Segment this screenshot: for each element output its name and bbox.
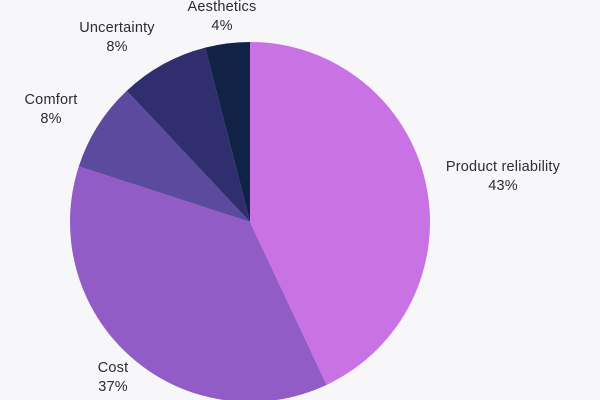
pie-slice-cost — [70, 166, 327, 400]
pie-slice-aesthetics — [205, 42, 250, 222]
pie-slice-uncertainty — [126, 47, 250, 222]
pie-slice-comfort — [78, 90, 250, 222]
pie-slice-product-reliability — [250, 42, 431, 385]
